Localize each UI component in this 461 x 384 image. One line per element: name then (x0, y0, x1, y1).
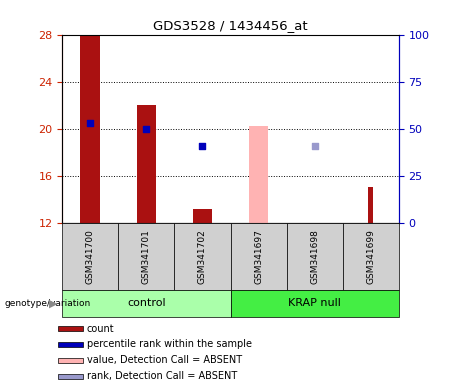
Text: ▶: ▶ (49, 298, 58, 308)
Bar (193, 209, 212, 223)
Bar (58, 358, 83, 363)
Text: percentile rank within the sample: percentile rank within the sample (87, 339, 252, 349)
Bar (230, 223, 287, 290)
Bar (118, 223, 174, 290)
Bar (174, 223, 230, 290)
Text: control: control (127, 298, 165, 308)
Point (87, 120, 94, 126)
Text: KRAP null: KRAP null (288, 298, 341, 308)
Point (199, 143, 206, 149)
Bar (249, 126, 268, 223)
Bar (58, 374, 83, 379)
Text: rank, Detection Call = ABSENT: rank, Detection Call = ABSENT (87, 371, 237, 381)
Bar (368, 187, 373, 223)
Text: value, Detection Call = ABSENT: value, Detection Call = ABSENT (87, 355, 242, 365)
Bar (136, 105, 156, 223)
Point (311, 143, 318, 149)
Bar (230, 290, 399, 317)
Bar (58, 342, 83, 347)
Text: count: count (87, 324, 114, 334)
Bar (312, 223, 317, 225)
Text: GSM341697: GSM341697 (254, 229, 263, 284)
Bar (58, 326, 83, 331)
Text: GSM341702: GSM341702 (198, 229, 207, 284)
Text: GSM341700: GSM341700 (86, 229, 95, 284)
Text: genotype/variation: genotype/variation (5, 299, 91, 308)
Bar (287, 223, 343, 290)
Title: GDS3528 / 1434456_at: GDS3528 / 1434456_at (153, 19, 308, 32)
Bar (81, 35, 100, 223)
Text: GSM341699: GSM341699 (366, 229, 375, 284)
Point (142, 126, 150, 132)
Text: GSM341701: GSM341701 (142, 229, 151, 284)
Bar (62, 223, 118, 290)
Bar (343, 223, 399, 290)
Text: GSM341698: GSM341698 (310, 229, 319, 284)
Bar (62, 290, 230, 317)
